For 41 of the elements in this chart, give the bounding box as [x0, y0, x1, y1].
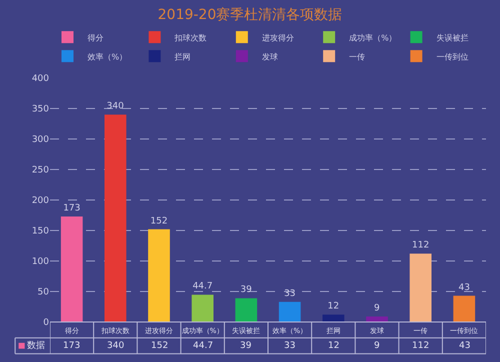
legend-label: 进攻得分: [262, 33, 294, 42]
legend-label: 发球: [262, 52, 278, 62]
data-label: 39: [240, 285, 252, 296]
data-label: 152: [150, 216, 168, 226]
data-label: 340: [106, 102, 124, 112]
text: 112: [412, 341, 430, 351]
y-tick-label: 0: [43, 318, 50, 328]
data-label: 9: [374, 304, 380, 314]
legend-label: 得分: [88, 33, 104, 42]
text: 173: [63, 341, 80, 351]
y-tick-label: 300: [32, 135, 50, 146]
text: 43: [459, 341, 470, 351]
legend-label: 失误被拦: [436, 33, 468, 42]
y-tick-label: 150: [32, 226, 50, 237]
data-label: 12: [328, 302, 340, 312]
y-tick-label: 200: [32, 196, 50, 206]
text: 12: [328, 341, 340, 351]
data-label: 112: [412, 240, 430, 251]
y-tick-label: 350: [32, 104, 50, 115]
data-label: 173: [63, 203, 80, 214]
chart-title: 2019-20赛季杜清清各项数据: [158, 6, 342, 23]
text: 数据: [27, 340, 45, 351]
y-tick-label: 400: [32, 74, 50, 84]
data-label: 43: [458, 282, 470, 293]
data-label: 33: [284, 288, 296, 299]
legend-label: 拦网: [174, 52, 191, 62]
text: 152: [151, 341, 168, 351]
data-label: 44.7: [192, 282, 213, 292]
y-tick-label: 100: [32, 257, 50, 268]
text: 39: [240, 341, 252, 351]
legend-label: 效率（%）: [88, 52, 128, 62]
y-tick-label: 250: [32, 166, 50, 176]
text: 9: [374, 341, 380, 351]
text: 33: [284, 341, 296, 351]
legend-label: 一传: [349, 52, 366, 62]
text: 340: [107, 341, 124, 351]
y-tick-label: 50: [38, 288, 50, 298]
legend-label: 成功率（%）: [349, 33, 397, 42]
text: 44.7: [193, 341, 214, 351]
legend-label: 扣球次数: [174, 33, 207, 42]
legend-label: 一传到位: [436, 52, 468, 62]
